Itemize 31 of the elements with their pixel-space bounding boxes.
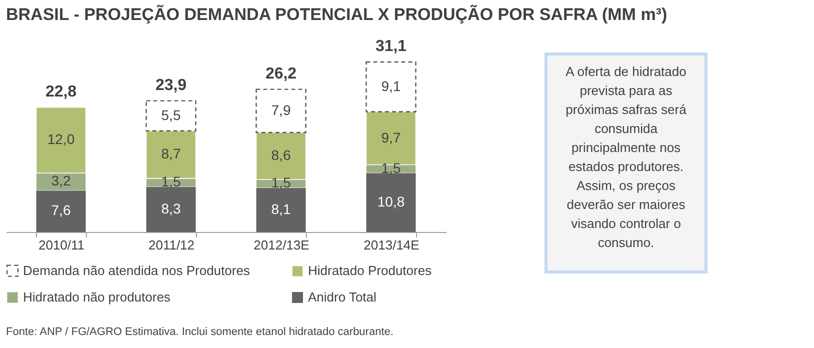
data-label: 3,2 (51, 172, 71, 189)
total-label: 31,1 (375, 38, 407, 55)
legend-label: Hidratado não produtores (23, 290, 171, 304)
source-note: Fonte: ANP / FG/AGRO Estimativa. Inclui somente etanol hidratado carburante. (6, 326, 394, 338)
data-label: 7,6 (51, 202, 71, 218)
total-label: 23,9 (155, 76, 187, 94)
bar (256, 188, 306, 232)
x-tick-label: 2012/13E (254, 238, 310, 252)
data-label: 8,3 (161, 200, 181, 216)
data-label: 8,1 (271, 200, 291, 217)
bar (146, 186, 196, 232)
legend-label: Demanda não atendida nos Produtores (23, 262, 250, 278)
total-label: 22,8 (45, 83, 77, 100)
text: A oferta de hidratado prevista para as próximas safras será consumida principalmente nos estados produtores. Assim, os preços deverão ser maiores visando controlar o consumo. (566, 64, 686, 250)
chart-title: BRASIL - PROJEÇÃO DEMANDA POTENCIAL X PRODUÇÃO POR SAFRA (MM m³) (6, 4, 668, 24)
data-label: 9,7 (381, 129, 401, 146)
data-label: 12,0 (47, 131, 75, 148)
data-label: 8,6 (271, 147, 291, 164)
data-label: 1,5 (381, 160, 401, 176)
data-label: 8,7 (161, 146, 181, 162)
bar (36, 190, 86, 232)
data-label: 10,8 (377, 193, 405, 210)
data-label: 5,5 (161, 106, 181, 123)
x-tick-label: 2011/12 (148, 238, 195, 252)
legend-label: Anidro Total (308, 290, 377, 304)
x-tick-label: 2013/14E (364, 238, 420, 252)
x-tick-label: 2010/11 (38, 238, 85, 252)
total-label: 26,2 (265, 65, 297, 82)
data-label: 7,9 (271, 102, 291, 118)
data-label: 9,1 (381, 78, 401, 94)
legend-label: Hidratado Produtores (308, 263, 432, 278)
